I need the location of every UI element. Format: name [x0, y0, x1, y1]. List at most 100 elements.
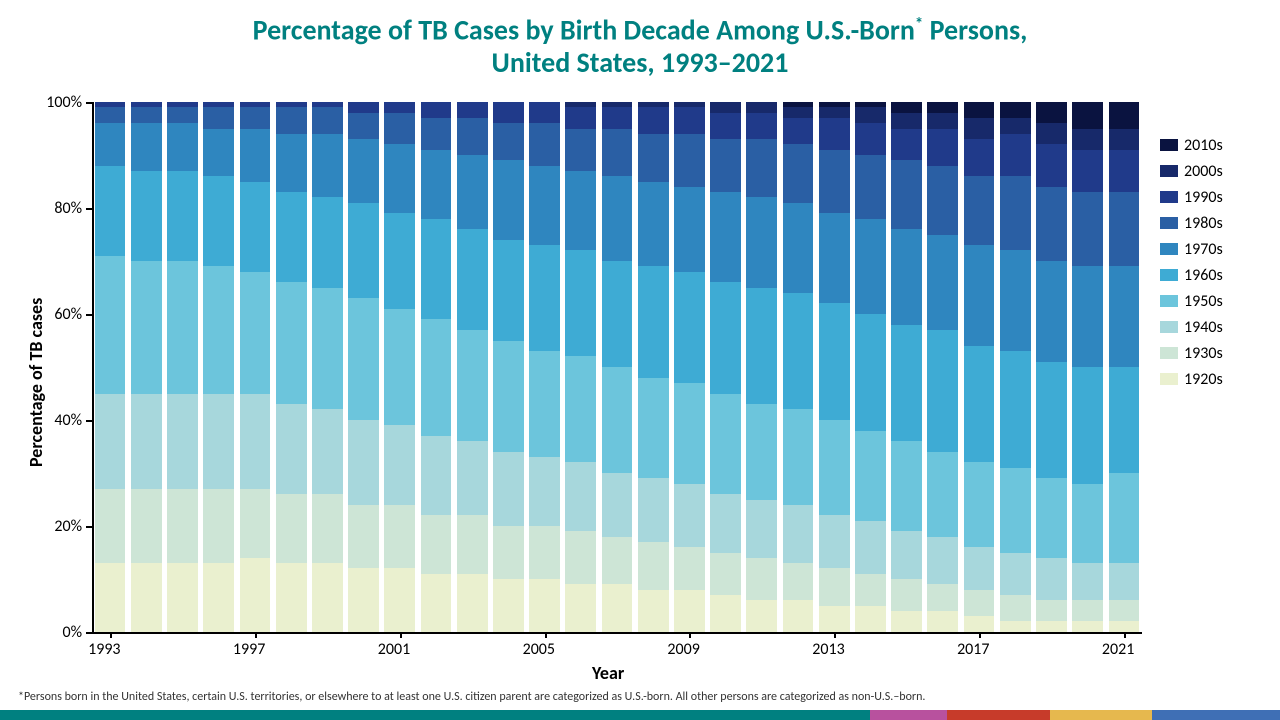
bar-segment [529, 166, 560, 246]
bar-segment [95, 256, 126, 394]
bar-segment [710, 494, 741, 552]
bar-segment [819, 150, 850, 214]
bar-segment [710, 192, 741, 282]
bar-segment [891, 160, 922, 229]
bar-segment [783, 107, 814, 118]
bar-segment [457, 515, 488, 573]
bar-segment [602, 129, 633, 177]
bar-segment [565, 171, 596, 251]
legend-label: 1990s [1184, 188, 1223, 207]
bar-segment [638, 542, 669, 590]
legend-item: 2010s [1160, 132, 1223, 158]
bar-segment [783, 118, 814, 145]
bar-segment [964, 346, 995, 463]
bar-segment [384, 102, 415, 113]
legend-item: 1970s [1160, 236, 1223, 262]
bar-segment [167, 107, 198, 123]
bar-group [131, 102, 162, 632]
bar-segment [783, 409, 814, 504]
bar-segment [855, 431, 886, 521]
title-line1-suffix: Persons, [923, 12, 1027, 47]
y-tick [86, 526, 92, 528]
bar-segment [783, 293, 814, 410]
bar-segment [855, 107, 886, 123]
bar-segment [674, 590, 705, 632]
legend-swatch [1160, 347, 1178, 359]
bar-segment [457, 330, 488, 441]
bar-segment [565, 531, 596, 584]
bar-segment [457, 574, 488, 632]
bar-segment [1109, 473, 1140, 563]
bar-segment [240, 129, 271, 182]
bar-segment [1000, 553, 1031, 595]
bar-segment [855, 606, 886, 633]
bar-segment [131, 171, 162, 261]
legend-swatch [1160, 295, 1178, 307]
bar-segment [1072, 621, 1103, 632]
bar-segment [131, 489, 162, 563]
bar-segment [203, 489, 234, 563]
bar-segment [167, 171, 198, 261]
x-tick [400, 632, 402, 638]
bar-segment [1109, 563, 1140, 600]
bar-segment [276, 134, 307, 192]
bar-segment [493, 452, 524, 526]
bar-segment [131, 563, 162, 632]
bar-group [602, 102, 633, 632]
bar-segment [927, 584, 958, 611]
legend-item: 1940s [1160, 314, 1223, 340]
bar-segment [457, 155, 488, 229]
bar-segment [276, 282, 307, 404]
bar-segment [602, 473, 633, 537]
bar-segment [855, 155, 886, 219]
bar-segment [95, 563, 126, 632]
bar-segment [819, 568, 850, 605]
bar-segment [964, 462, 995, 547]
y-tick-label: 100% [46, 93, 82, 112]
bar-segment [638, 134, 669, 182]
bar-segment [819, 303, 850, 420]
bar-segment [964, 139, 995, 176]
bar-segment [964, 102, 995, 118]
plot-region [92, 102, 1142, 632]
bar-segment [1000, 250, 1031, 351]
y-tick-label: 20% [54, 517, 82, 536]
bar-segment [312, 197, 343, 287]
bar-group [638, 102, 669, 632]
bar-segment [1000, 595, 1031, 622]
bar-segment [710, 595, 741, 632]
bar-segment [312, 409, 343, 494]
bar-group [240, 102, 271, 632]
bar-segment [565, 129, 596, 171]
y-tick-label: 40% [54, 411, 82, 430]
bar-segment [457, 118, 488, 155]
bar-segment [674, 484, 705, 548]
bar-segment [964, 118, 995, 139]
bar-segment [674, 187, 705, 272]
bar-segment [493, 341, 524, 452]
bar-segment [203, 266, 234, 393]
bar-segment [203, 563, 234, 632]
bar-segment [240, 394, 271, 489]
bar-segment [638, 590, 669, 632]
x-tick-label: 2017 [957, 640, 989, 659]
bar-segment [746, 139, 777, 197]
bar-segment [203, 107, 234, 128]
bar-segment [674, 107, 705, 134]
bar-segment [276, 404, 307, 494]
bar-segment [1000, 176, 1031, 250]
bar-segment [276, 107, 307, 134]
bar-segment [927, 113, 958, 129]
bar-segment [348, 298, 379, 420]
bar-segment [819, 515, 850, 568]
legend-swatch [1160, 321, 1178, 333]
bar-segment [384, 505, 415, 569]
bar-segment [529, 351, 560, 457]
legend-label: 1930s [1184, 344, 1223, 363]
bar-segment [167, 563, 198, 632]
bar-segment [384, 309, 415, 426]
legend-swatch [1160, 165, 1178, 177]
x-tick [110, 632, 112, 638]
bar-segment [1000, 102, 1031, 118]
bar-segment [1000, 351, 1031, 468]
